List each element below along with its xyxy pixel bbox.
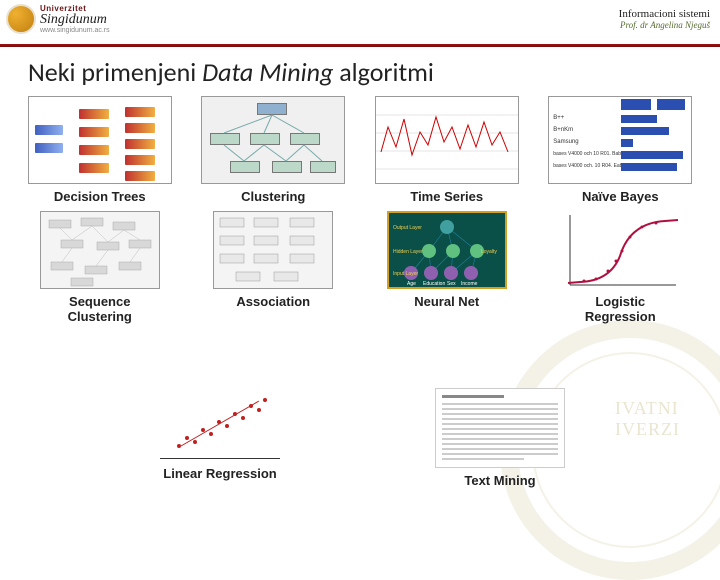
time-series-line (381, 117, 508, 155)
algo-logistic-regression: Logistic Regression (545, 211, 697, 325)
sequence-clustering-thumb (40, 211, 160, 289)
logistic-regression-thumb (560, 211, 680, 289)
svg-text:Sex: Sex (447, 281, 456, 287)
svg-text:Input Layer: Input Layer (393, 271, 418, 277)
logo: Univerzitet Singidunum www.singidunum.ac… (6, 4, 110, 34)
algo-neural-net: Output Layer Hidden Layer Input Layer Ag… (371, 211, 523, 325)
linear-regression-thumb (165, 388, 275, 458)
course-name: Informacioni sistemi (619, 8, 710, 20)
clustering-thumb (201, 96, 345, 184)
caption: Linear Regression (163, 467, 276, 482)
header-divider (0, 44, 720, 47)
algo-decision-trees: Decision Trees (24, 96, 176, 205)
caption: Decision Trees (54, 190, 146, 205)
algorithm-row-3: Linear Regression Text Mining (24, 388, 696, 489)
slide-header: Univerzitet Singidunum www.singidunum.ac… (0, 0, 720, 44)
naive-bayes-thumb: B++ B+nKm Samsung bases V4000 och 10 R01… (548, 96, 692, 184)
logo-emblem-icon (6, 4, 36, 34)
algo-linear-regression: Linear Regression (140, 388, 300, 489)
slide-title: Neki primenjeni Data Mining algoritmi (28, 56, 434, 88)
svg-text:Loyalty: Loyalty (481, 249, 497, 255)
svg-text:Output Layer: Output Layer (393, 225, 422, 231)
svg-text:Hidden Layer: Hidden Layer (393, 249, 423, 255)
time-series-thumb (375, 96, 519, 184)
caption: Clustering (241, 190, 305, 205)
caption: Time Series (410, 190, 483, 205)
algo-text-mining: Text Mining (420, 388, 580, 489)
svg-text:Age: Age (407, 281, 416, 287)
algo-naive-bayes: B++ B+nKm Samsung bases V4000 och 10 R01… (545, 96, 697, 205)
svg-text:Income: Income (461, 281, 478, 287)
decision-trees-thumb (28, 96, 172, 184)
caption: Association (236, 295, 310, 310)
caption: Naïve Bayes (582, 190, 659, 205)
logo-name: Singidunum (40, 13, 110, 27)
professor-name: Prof. dr Angelina Njeguš (619, 20, 710, 30)
caption-rule (160, 458, 280, 459)
algo-sequence-clustering: Sequence Clustering (24, 211, 176, 325)
algo-association: Association (198, 211, 350, 325)
caption: Text Mining (464, 474, 535, 489)
caption: Sequence Clustering (68, 295, 132, 325)
algorithm-grid: Decision Trees Clustering (24, 96, 696, 325)
caption: Logistic Regression (585, 295, 656, 325)
caption: Neural Net (414, 295, 479, 310)
logo-url: www.singidunum.ac.rs (40, 27, 110, 34)
text-mining-thumb (435, 388, 565, 468)
algo-clustering: Clustering (198, 96, 350, 205)
algo-time-series: Time Series (371, 96, 523, 205)
association-thumb (213, 211, 333, 289)
neural-net-thumb: Output Layer Hidden Layer Input Layer Ag… (387, 211, 507, 289)
svg-text:Education: Education (423, 281, 445, 287)
